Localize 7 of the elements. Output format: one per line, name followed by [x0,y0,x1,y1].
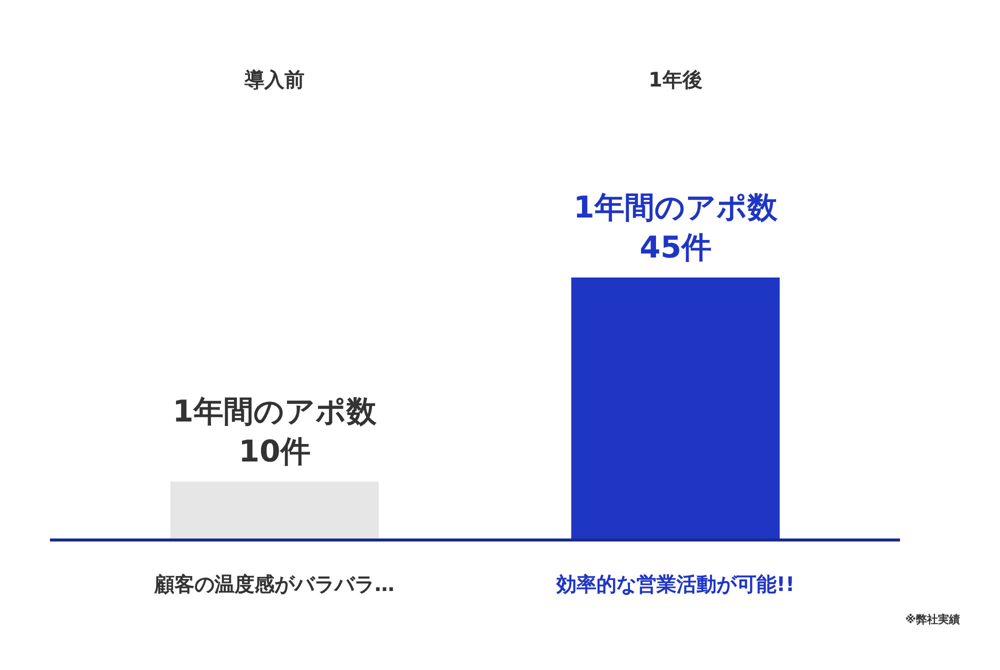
data-label: 1年間のアポ数 10件 [172,394,378,470]
x-tick-label: 1年後 [648,68,702,92]
x-tick-label: 導入前 [244,68,305,92]
data-label: 1年間のアポ数 45件 [574,190,778,266]
text: 効率的な営業活動が可能!! [555,572,795,596]
text: 顧客の温度感がバラバラ… [154,572,395,596]
text: ※弊社実績 [905,613,960,626]
